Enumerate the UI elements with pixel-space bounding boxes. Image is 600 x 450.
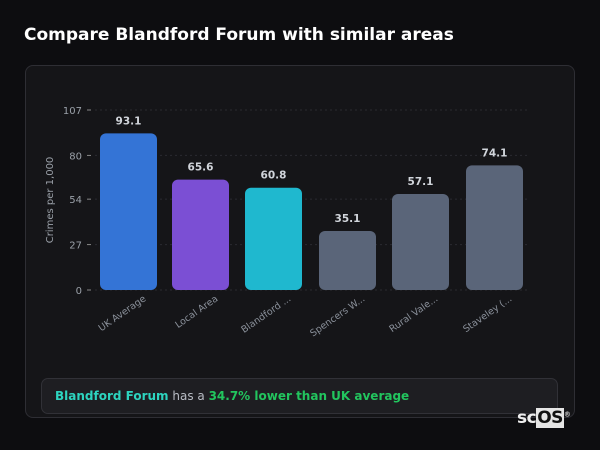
y-tick-label: 27 xyxy=(69,241,82,252)
summary-box: Blandford Forum has a 34.7% lower than U… xyxy=(41,378,558,414)
bar xyxy=(466,165,523,290)
summary-area[interactable]: Blandford Forum xyxy=(55,389,169,403)
scos-logo: scOS® xyxy=(517,408,571,428)
bar xyxy=(319,230,376,290)
y-tick-label: 0 xyxy=(76,286,82,297)
bar xyxy=(392,193,449,290)
x-tick-label: Local Area xyxy=(173,293,220,330)
x-tick-label: Staveley (... xyxy=(461,293,514,335)
y-tick-label: 54 xyxy=(69,195,82,206)
bar xyxy=(245,187,302,290)
x-tick-label: Blandford ... xyxy=(239,293,293,335)
logo-os: OS xyxy=(536,408,564,428)
x-tick-label: Spencers W... xyxy=(308,293,367,339)
bar-value-label: 74.1 xyxy=(482,147,508,159)
bar-value-label: 57.1 xyxy=(408,176,434,188)
y-tick-label: 80 xyxy=(69,151,82,162)
summary-comparison: 34.7% lower than UK average xyxy=(208,389,410,403)
bar xyxy=(172,179,229,290)
x-tick-label: UK Average xyxy=(97,293,149,334)
bar xyxy=(100,133,157,290)
logo-reg: ® xyxy=(563,410,571,419)
page-title: Compare Blandford Forum with similar are… xyxy=(24,25,454,45)
bar-value-label: 65.6 xyxy=(188,162,214,174)
bar-value-label: 35.1 xyxy=(335,213,361,225)
logo-sc: sc xyxy=(517,408,537,428)
y-tick-label: 107 xyxy=(63,106,82,117)
y-axis-label: Crimes per 1,000 xyxy=(45,157,56,244)
bar-value-label: 60.8 xyxy=(261,170,287,182)
x-tick-label: Rural Vale... xyxy=(387,293,440,335)
bar-value-label: 93.1 xyxy=(116,115,142,127)
summary-text: has a xyxy=(168,389,209,403)
